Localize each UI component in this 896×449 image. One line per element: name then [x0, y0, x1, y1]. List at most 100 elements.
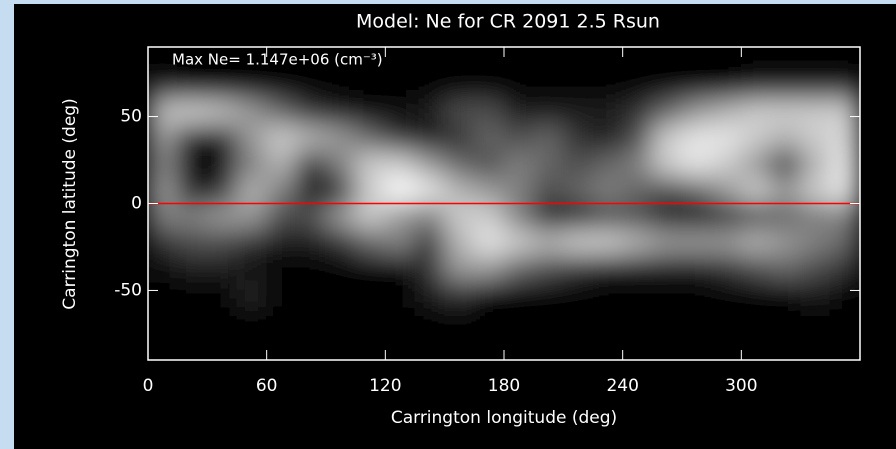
heat-cell [266, 124, 297, 152]
heat-cell [355, 203, 386, 231]
x-tick-label: 60 [256, 376, 278, 396]
heat-cell [266, 255, 297, 283]
heat-cell [711, 124, 742, 152]
heat-cell [622, 203, 653, 231]
heat-cell [770, 72, 802, 100]
heat-cell [681, 229, 713, 257]
heat-cell [444, 98, 475, 126]
heat-cell [829, 203, 860, 231]
heat-cell [503, 98, 535, 126]
heat-cell [473, 203, 505, 231]
heat-cell [148, 333, 179, 360]
heat-cell [473, 150, 505, 178]
heat-cell [800, 72, 831, 100]
x-axis-label: Carrington longitude (deg) [391, 408, 617, 428]
heat-cell [206, 281, 238, 309]
heat-cell [236, 333, 268, 360]
heat-cell [800, 229, 831, 257]
heat-cell [355, 47, 386, 74]
heat-cell [355, 229, 386, 257]
heat-cell [800, 124, 831, 152]
heat-cell [444, 255, 475, 283]
heat-cell [800, 203, 831, 231]
heat-cell [325, 333, 357, 360]
heat-cell [503, 255, 535, 283]
heat-cell [770, 255, 802, 283]
heat-cell [592, 72, 624, 100]
heat-cell [622, 333, 653, 360]
heat-cell [711, 281, 742, 309]
heat-cell [592, 307, 624, 335]
heat-cell [444, 307, 475, 335]
heat-cell [651, 229, 683, 257]
y-tick-label: 50 [120, 107, 142, 127]
heat-cell [829, 47, 860, 74]
heat-cell [177, 203, 208, 231]
heat-cell [295, 47, 327, 74]
heat-cell [651, 124, 683, 152]
heat-cell [266, 150, 297, 178]
heat-cell [622, 255, 653, 283]
heat-cell [592, 150, 624, 178]
heat-cell [770, 176, 802, 204]
heat-cell [533, 98, 564, 126]
heat-cell [444, 176, 475, 204]
heat-cell [444, 229, 475, 257]
heat-cell [622, 150, 653, 178]
heat-cell [829, 98, 860, 126]
heat-cell [295, 98, 327, 126]
heat-cell [740, 150, 772, 178]
heat-cell [829, 150, 860, 178]
heat-cell [384, 281, 416, 309]
heat-cell [503, 150, 535, 178]
heat-cell [236, 307, 268, 335]
heat-cell [533, 124, 564, 152]
heat-cell [177, 47, 208, 74]
heat-cell [177, 307, 208, 335]
x-tick-label: 240 [606, 376, 638, 396]
heat-cell [800, 176, 831, 204]
heat-cell [503, 307, 535, 335]
heat-cell [533, 229, 564, 257]
heat-cell [384, 333, 416, 360]
heat-cell [622, 281, 653, 309]
heat-cell [711, 229, 742, 257]
heat-cell [148, 124, 179, 152]
heat-cell [592, 229, 624, 257]
heat-cell [592, 203, 624, 231]
heat-cell [651, 333, 683, 360]
heat-cell [414, 124, 446, 152]
heat-cell [355, 176, 386, 204]
heat-cell [503, 281, 535, 309]
heat-cell [740, 176, 772, 204]
heat-cell [414, 333, 446, 360]
heat-cell [592, 98, 624, 126]
heat-cell [236, 176, 268, 204]
heat-cell [177, 229, 208, 257]
heat-cell [444, 203, 475, 231]
heat-cell [681, 72, 713, 100]
heat-cell [414, 281, 446, 309]
heat-cell [148, 255, 179, 283]
heat-cell [503, 203, 535, 231]
heat-cell [325, 281, 357, 309]
x-tick-label: 120 [369, 376, 401, 396]
heat-cell [503, 333, 535, 360]
heat-cell [711, 255, 742, 283]
heat-cell [473, 307, 505, 335]
heat-cell [473, 333, 505, 360]
heat-cell [681, 176, 713, 204]
heat-cell [355, 333, 386, 360]
heat-cell [651, 72, 683, 100]
heat-cell [473, 229, 505, 257]
heat-cell [770, 98, 802, 126]
heat-cell [414, 72, 446, 100]
heat-cell [681, 255, 713, 283]
heat-cell [651, 98, 683, 126]
heat-cell [562, 124, 594, 152]
heat-cell [829, 229, 860, 257]
heat-cell [177, 124, 208, 152]
heat-cell [177, 281, 208, 309]
heat-cell [770, 47, 802, 74]
